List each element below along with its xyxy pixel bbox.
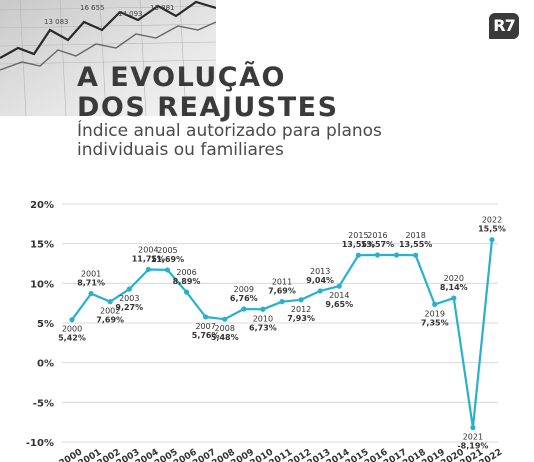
data-label-year: 2008 xyxy=(215,324,235,333)
data-point xyxy=(317,288,323,294)
data-label-year: 2010 xyxy=(253,314,273,323)
data-point xyxy=(107,299,113,305)
y-axis-ticks: 20% 15% 10% 5% 0% -5% -10% xyxy=(26,200,54,449)
data-point xyxy=(355,252,361,258)
data-point xyxy=(413,252,419,258)
data-label-value: 7,35% xyxy=(421,318,449,327)
data-label-value: 15,5% xyxy=(478,225,506,234)
data-point xyxy=(489,237,495,243)
data-label-value: 9,27% xyxy=(115,303,143,312)
data-point xyxy=(69,317,75,323)
data-label-year: 2012 xyxy=(291,305,311,314)
data-point xyxy=(260,306,266,312)
series-line xyxy=(71,239,494,429)
data-point xyxy=(183,289,190,295)
data-label-value: 13,57% xyxy=(361,240,394,249)
line-chart: 20%15%10%5%0%-5%-10% 2000200120022003200… xyxy=(26,200,506,462)
data-point xyxy=(298,297,304,303)
data-label-value: 9,04% xyxy=(306,276,334,285)
data-point xyxy=(393,252,400,258)
data-label-year: 2014 xyxy=(329,291,349,300)
data-label-value: 8,89% xyxy=(173,277,201,286)
data-label-value: 7,69% xyxy=(96,316,124,325)
data-label-value: 8,71% xyxy=(77,279,105,288)
data-points xyxy=(69,237,495,431)
series-line-path xyxy=(71,239,494,429)
title-line-1: A EVOLUÇÃO xyxy=(77,62,286,93)
y-tick-label: 15% xyxy=(30,240,54,251)
data-point xyxy=(241,306,247,312)
data-labels: 20005,42%20018,71%20027,69%20039,27%2004… xyxy=(58,216,506,451)
data-label-value: -8,19% xyxy=(457,442,488,451)
svg-text:13 083: 13 083 xyxy=(44,18,69,26)
data-point xyxy=(145,266,151,273)
data-label-year: 2007 xyxy=(195,322,215,331)
data-label-year: 2000 xyxy=(62,325,82,334)
data-point xyxy=(88,290,94,297)
x-axis-ticks: 2000200120022003200420052006200720082009… xyxy=(58,447,505,462)
data-point xyxy=(451,295,457,301)
svg-text:16 655: 16 655 xyxy=(80,4,105,12)
y-tick-label: -5% xyxy=(33,398,54,409)
y-tick-label: 0% xyxy=(37,359,54,370)
data-label-year: 2022 xyxy=(482,216,502,225)
data-label-year: 2020 xyxy=(444,274,464,283)
header-stock-chart-photo: 13 083 16 655 14 093 13 881 xyxy=(0,0,216,116)
data-point xyxy=(203,314,209,320)
y-tick-label: 5% xyxy=(37,319,54,330)
data-label-value: 5,42% xyxy=(58,334,86,343)
data-label-year: 2013 xyxy=(310,267,330,276)
page-title: A EVOLUÇÃO DOS REAJUSTES xyxy=(77,63,339,123)
data-label-year: 2016 xyxy=(367,231,387,240)
data-label-value: 5,76% xyxy=(192,331,220,340)
data-point xyxy=(164,267,171,273)
data-label-value: 8,14% xyxy=(440,283,468,292)
page-subtitle: Índice anual autorizado para planos indi… xyxy=(77,122,382,160)
data-point xyxy=(432,301,438,307)
data-label-year: 2001 xyxy=(81,270,101,279)
r7-logo: R7 xyxy=(489,13,519,39)
subtitle-line-2: individuais ou familiares xyxy=(77,140,284,160)
data-label-year: 2002 xyxy=(100,307,120,316)
y-tick-label: 10% xyxy=(30,279,54,290)
data-label-year: 2011 xyxy=(272,278,292,287)
data-point xyxy=(279,299,285,305)
data-label-value: 13,55% xyxy=(342,240,375,249)
data-label-year: 2015 xyxy=(348,231,368,240)
data-label-value: 9,65% xyxy=(325,300,353,309)
svg-text:13 881: 13 881 xyxy=(150,4,175,12)
data-label-year: 2004 xyxy=(138,245,158,254)
data-label-value: 5,48% xyxy=(211,333,239,342)
data-point xyxy=(126,286,132,292)
data-label-year: 2005 xyxy=(157,246,177,255)
data-point xyxy=(374,252,381,258)
data-label-value: 6,73% xyxy=(249,323,277,332)
data-label-value: 11,69% xyxy=(151,255,184,264)
data-point xyxy=(336,283,342,289)
data-label-year: 2009 xyxy=(234,285,254,294)
data-label-year: 2019 xyxy=(425,309,445,318)
data-point xyxy=(470,425,476,431)
data-label-value: 6,76% xyxy=(230,294,258,303)
data-label-year: 2018 xyxy=(405,231,425,240)
data-label-value: 13,55% xyxy=(399,240,432,249)
data-label-value: 7,69% xyxy=(268,287,296,296)
data-label-year: 2003 xyxy=(119,294,139,303)
svg-text:14 093: 14 093 xyxy=(118,10,143,18)
title-line-2: DOS REAJUSTES xyxy=(77,92,339,123)
y-tick-label: -10% xyxy=(26,438,54,449)
data-label-value: 7,93% xyxy=(287,314,315,323)
data-point xyxy=(222,316,228,322)
data-label-year: 2006 xyxy=(176,268,196,277)
data-label-value: 11,75% xyxy=(132,254,165,263)
subtitle-line-1: Índice anual autorizado para planos xyxy=(77,121,382,141)
y-tick-label: 20% xyxy=(30,200,54,211)
data-label-year: 2021 xyxy=(463,433,483,442)
